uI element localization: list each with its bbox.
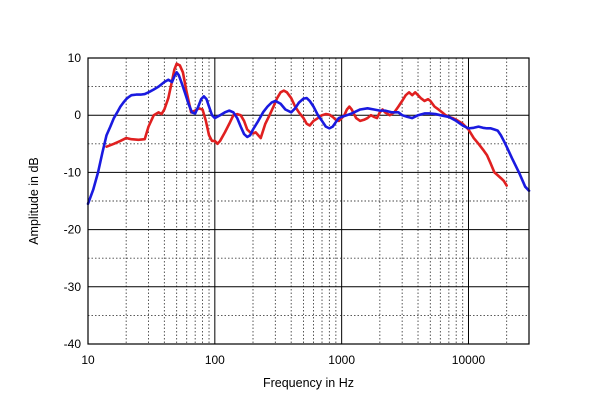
plot-frame: [87, 57, 530, 345]
y-tick-label: -40: [64, 337, 82, 351]
y-tick-label: -10: [64, 165, 82, 179]
y-tick-labels: 10 0 -10 -20 -30 -40: [64, 51, 82, 351]
x-tick-labels: 10 100 1000 10000: [81, 353, 485, 367]
y-tick-label: -30: [64, 280, 82, 294]
y-axis-label: Amplitude in dB: [27, 157, 41, 245]
x-tick-label: 10: [81, 353, 95, 367]
series-layer: [86, 62, 531, 206]
x-tick-label: 1000: [328, 353, 355, 367]
series-line-1: [105, 62, 508, 187]
x-tick-label: 10000: [452, 353, 486, 367]
y-tick-label: 10: [68, 51, 82, 65]
y-tick-label: -20: [64, 223, 82, 237]
x-axis-label: Frequency in Hz: [263, 376, 354, 390]
x-tick-label: 100: [205, 353, 225, 367]
series-line-2: [86, 71, 531, 206]
y-tick-label: 0: [74, 108, 81, 122]
